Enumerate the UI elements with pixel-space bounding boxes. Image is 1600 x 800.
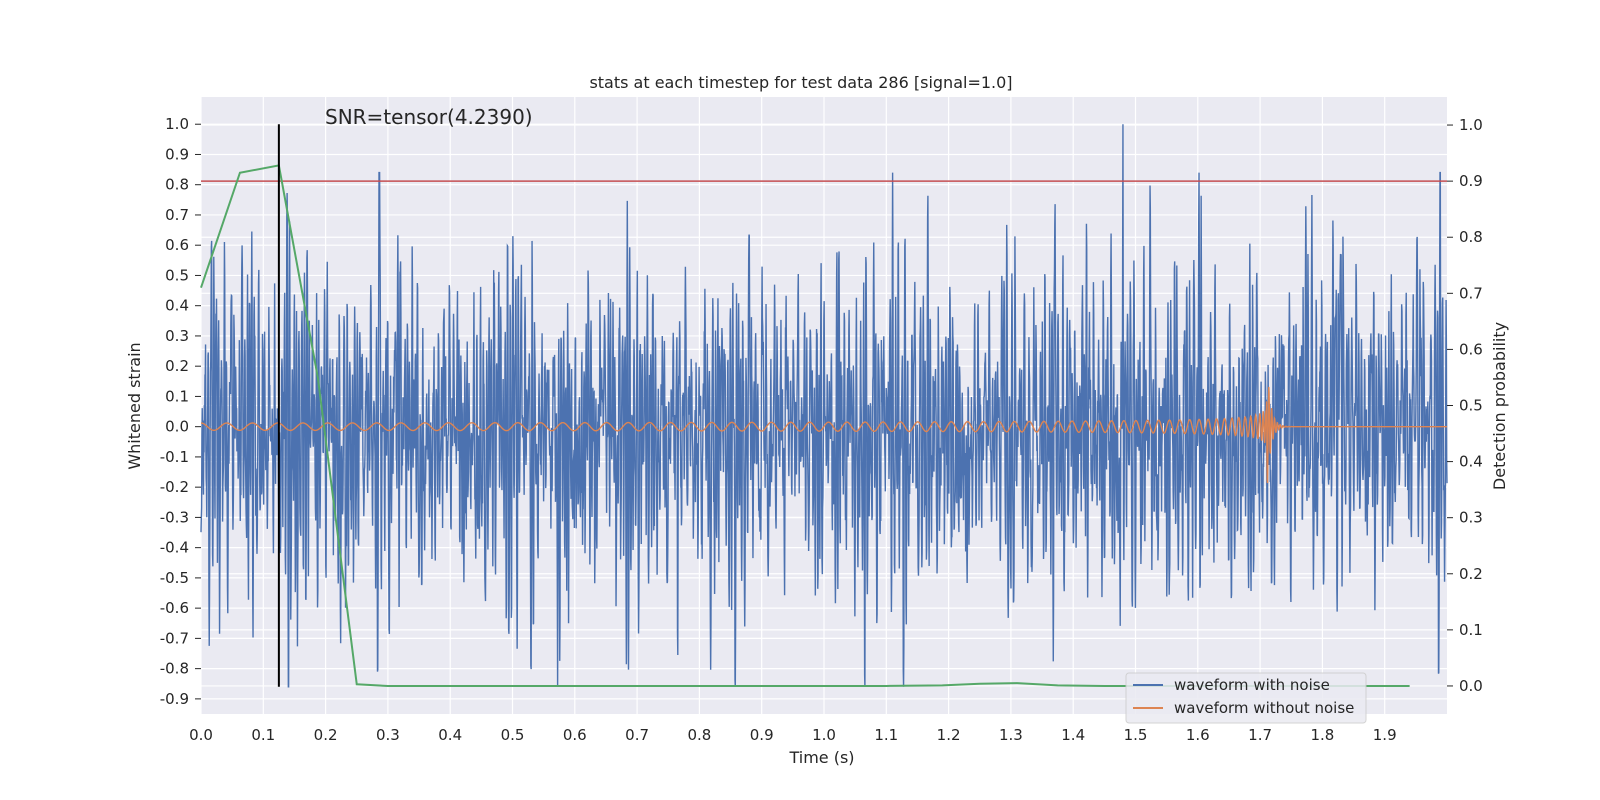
y-axis-label: Whitened strain [125, 342, 144, 469]
series-layer [200, 124, 1448, 688]
y-tick-label: -0.5 [160, 569, 189, 587]
y-tick-label: 0.5 [165, 266, 189, 284]
y-tick-label: 0.2 [165, 357, 189, 375]
y-tick-label: -0.9 [160, 690, 189, 708]
x-tick-label: 0.9 [750, 726, 774, 744]
x-tick-label: 1.2 [937, 726, 961, 744]
legend-label-waveform-without-noise: waveform without noise [1174, 699, 1354, 717]
y-tick-label: -0.8 [160, 660, 189, 678]
legend: waveform with noise waveform without noi… [1125, 672, 1367, 724]
x-tick-label: 0.0 [189, 726, 213, 744]
y-tick-label: 0.1 [165, 387, 189, 405]
y-tick-label: 0.0 [165, 418, 189, 436]
x-axis-label: Time (s) [788, 748, 854, 767]
y-tick-label: -0.3 [160, 508, 189, 526]
legend-box [1125, 672, 1367, 724]
y-tick-label: -0.2 [160, 478, 189, 496]
x-tick-label: 1.6 [1186, 726, 1210, 744]
x-tick-label: 1.7 [1248, 726, 1272, 744]
x-tick-label: 1.9 [1373, 726, 1397, 744]
series-waveform-without-noise [200, 386, 1447, 484]
x-tick-label: 1.8 [1310, 726, 1334, 744]
chart-title: stats at each timestep for test data 286… [589, 73, 1012, 92]
y-right-tick-label: 0.6 [1459, 340, 1483, 358]
x-tick-label: 0.8 [687, 726, 711, 744]
y-tick-label: 0.4 [165, 297, 189, 315]
x-tick-label: 0.6 [563, 726, 587, 744]
legend-label-waveform-with-noise: waveform with noise [1174, 676, 1330, 694]
y-tick-label: 0.9 [165, 145, 189, 163]
x-tick-label: 1.4 [1061, 726, 1085, 744]
y-right-tick-label: 0.8 [1459, 228, 1483, 246]
y-right-tick-label: 0.5 [1459, 397, 1483, 415]
snr-annotation: SNR=tensor(4.2390) [325, 105, 533, 129]
y-tick-label: 0.8 [165, 176, 189, 194]
x-tick-label: 1.3 [999, 726, 1023, 744]
y-right-tick-label: 0.9 [1459, 172, 1483, 190]
y-tick-label: -0.6 [160, 599, 189, 617]
y-right-tick-label: 0.1 [1459, 621, 1483, 639]
x-tick-label: 1.1 [874, 726, 898, 744]
y-axis-right-ticks: 1.0 0.9 0.8 0.7 0.6 0.5 0.4 0.3 0.2 0.1 0.0 [1447, 116, 1483, 695]
y-right-tick-label: 0.2 [1459, 565, 1483, 583]
x-tick-label: 1.0 [812, 726, 836, 744]
y-tick-label: -0.4 [160, 539, 189, 557]
y-right-tick-label: 1.0 [1459, 116, 1483, 134]
x-tick-label: 0.2 [314, 726, 338, 744]
x-tick-label: 0.7 [625, 726, 649, 744]
x-tick-label: 0.4 [438, 726, 462, 744]
x-tick-label: 0.5 [501, 726, 525, 744]
x-tick-label: 0.3 [376, 726, 400, 744]
x-tick-label: 0.1 [251, 726, 275, 744]
y-right-tick-label: 0.4 [1459, 453, 1483, 471]
y-right-tick-label: 0.7 [1459, 284, 1483, 302]
y-right-tick-label: 0.0 [1459, 677, 1483, 695]
x-tick-label: 1.5 [1124, 726, 1148, 744]
x-axis-ticks: 0.0 0.1 0.2 0.3 0.4 0.5 0.6 0.7 0.8 0.9 1.0 1.1 1.2 1… [189, 726, 1397, 744]
y-axis-right-label: Detection probability [1490, 322, 1509, 490]
y-tick-label: -0.7 [160, 629, 189, 647]
y-tick-label: 1.0 [165, 115, 189, 133]
y-tick-label: 0.6 [165, 236, 189, 254]
y-right-tick-label: 0.3 [1459, 509, 1483, 527]
y-tick-label: 0.3 [165, 327, 189, 345]
y-tick-label: -0.1 [160, 448, 189, 466]
series-waveform-with-noise [200, 124, 1448, 688]
y-tick-label: 0.7 [165, 206, 189, 224]
y-axis-ticks: 1.0 0.9 0.8 0.7 0.6 0.5 0.4 0.3 0.2 0.1 0.0 -0.1 -0.… [160, 115, 201, 708]
